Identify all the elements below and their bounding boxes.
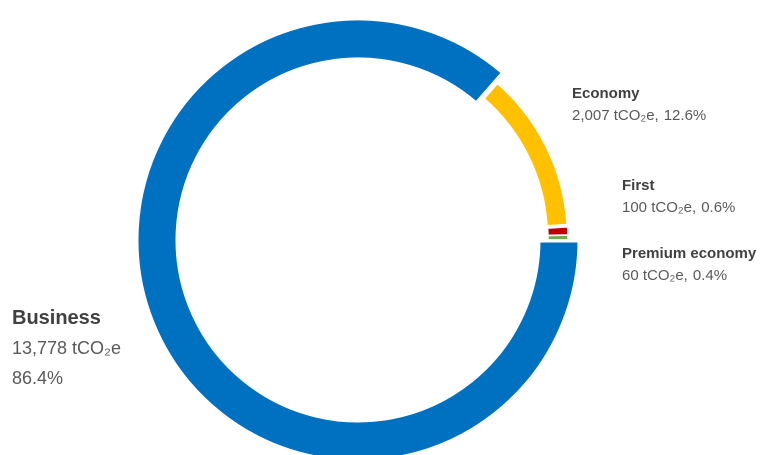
donut-slice — [483, 82, 568, 227]
value-label: 2,007 tCO₂e, — [572, 107, 659, 124]
data-label: 60 tCO₂e, 0.4% — [622, 267, 727, 284]
percentage-label: 86.4% — [12, 368, 63, 388]
data-label: 2,007 tCO₂e, 12.6% — [572, 107, 706, 124]
donut-slice — [547, 234, 569, 241]
value-label: 13,778 tCO₂e — [12, 338, 121, 358]
value-label: 60 tCO₂e, — [622, 267, 688, 284]
category-label: Premium economy — [622, 245, 757, 262]
value-label: 100 tCO₂e, — [622, 199, 696, 216]
category-label: First — [622, 177, 655, 194]
percentage-label: 0.6% — [701, 199, 735, 216]
percentage-label: 12.6% — [664, 107, 707, 124]
percentage-label: 0.4% — [693, 267, 727, 284]
donut-slice — [546, 226, 569, 237]
donut-slice — [133, 15, 583, 455]
data-label: 100 tCO₂e, 0.6% — [622, 199, 735, 216]
category-label: Business — [12, 307, 101, 329]
category-label: Economy — [572, 85, 640, 102]
